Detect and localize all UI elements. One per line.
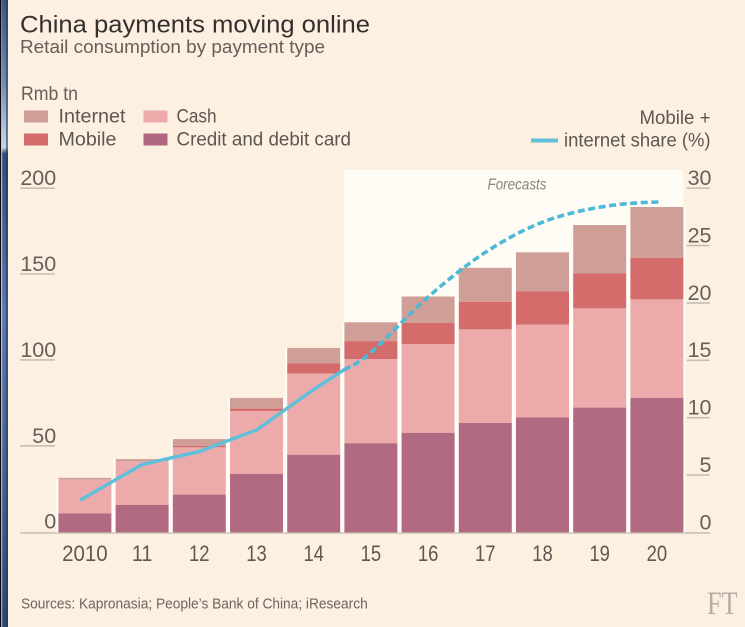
svg-text:Retail consumption by payment: Retail consumption by payment type xyxy=(20,36,325,57)
svg-text:11: 11 xyxy=(132,541,153,566)
svg-text:Mobile: Mobile xyxy=(59,130,117,151)
svg-text:17: 17 xyxy=(475,541,496,566)
svg-text:19: 19 xyxy=(589,541,610,566)
svg-text:18: 18 xyxy=(532,541,553,566)
svg-text:50: 50 xyxy=(32,424,56,448)
svg-text:200: 200 xyxy=(20,166,56,190)
svg-text:5: 5 xyxy=(700,453,712,477)
svg-text:Mobile +: Mobile + xyxy=(640,108,711,129)
svg-text:100: 100 xyxy=(20,338,56,362)
svg-text:10: 10 xyxy=(688,396,712,420)
svg-text:China payments moving online: China payments moving online xyxy=(20,12,370,39)
svg-text:Credit and debit card: Credit and debit card xyxy=(177,130,352,151)
svg-text:Rmb tn: Rmb tn xyxy=(21,84,78,105)
svg-text:15: 15 xyxy=(361,541,382,566)
svg-text:Cash: Cash xyxy=(177,107,217,128)
svg-text:14: 14 xyxy=(303,541,324,566)
svg-text:150: 150 xyxy=(20,252,56,276)
svg-text:20: 20 xyxy=(688,281,712,305)
svg-text:15: 15 xyxy=(688,338,712,362)
svg-text:13: 13 xyxy=(246,541,267,566)
svg-text:12: 12 xyxy=(189,541,210,566)
svg-text:Forecasts: Forecasts xyxy=(488,177,547,194)
svg-text:internet share (%): internet share (%) xyxy=(564,131,711,152)
svg-text:Sources: Kapronasia; People’s: Sources: Kapronasia; People’s Bank of Ch… xyxy=(21,597,368,613)
svg-text:2010: 2010 xyxy=(62,541,108,566)
svg-text:Internet: Internet xyxy=(59,107,127,128)
svg-text:25: 25 xyxy=(688,224,712,248)
svg-text:0: 0 xyxy=(700,510,712,534)
svg-text:20: 20 xyxy=(647,541,668,566)
svg-text:FT: FT xyxy=(707,586,738,622)
svg-text:30: 30 xyxy=(688,166,712,190)
svg-text:16: 16 xyxy=(418,541,439,566)
svg-text:0: 0 xyxy=(44,510,56,534)
